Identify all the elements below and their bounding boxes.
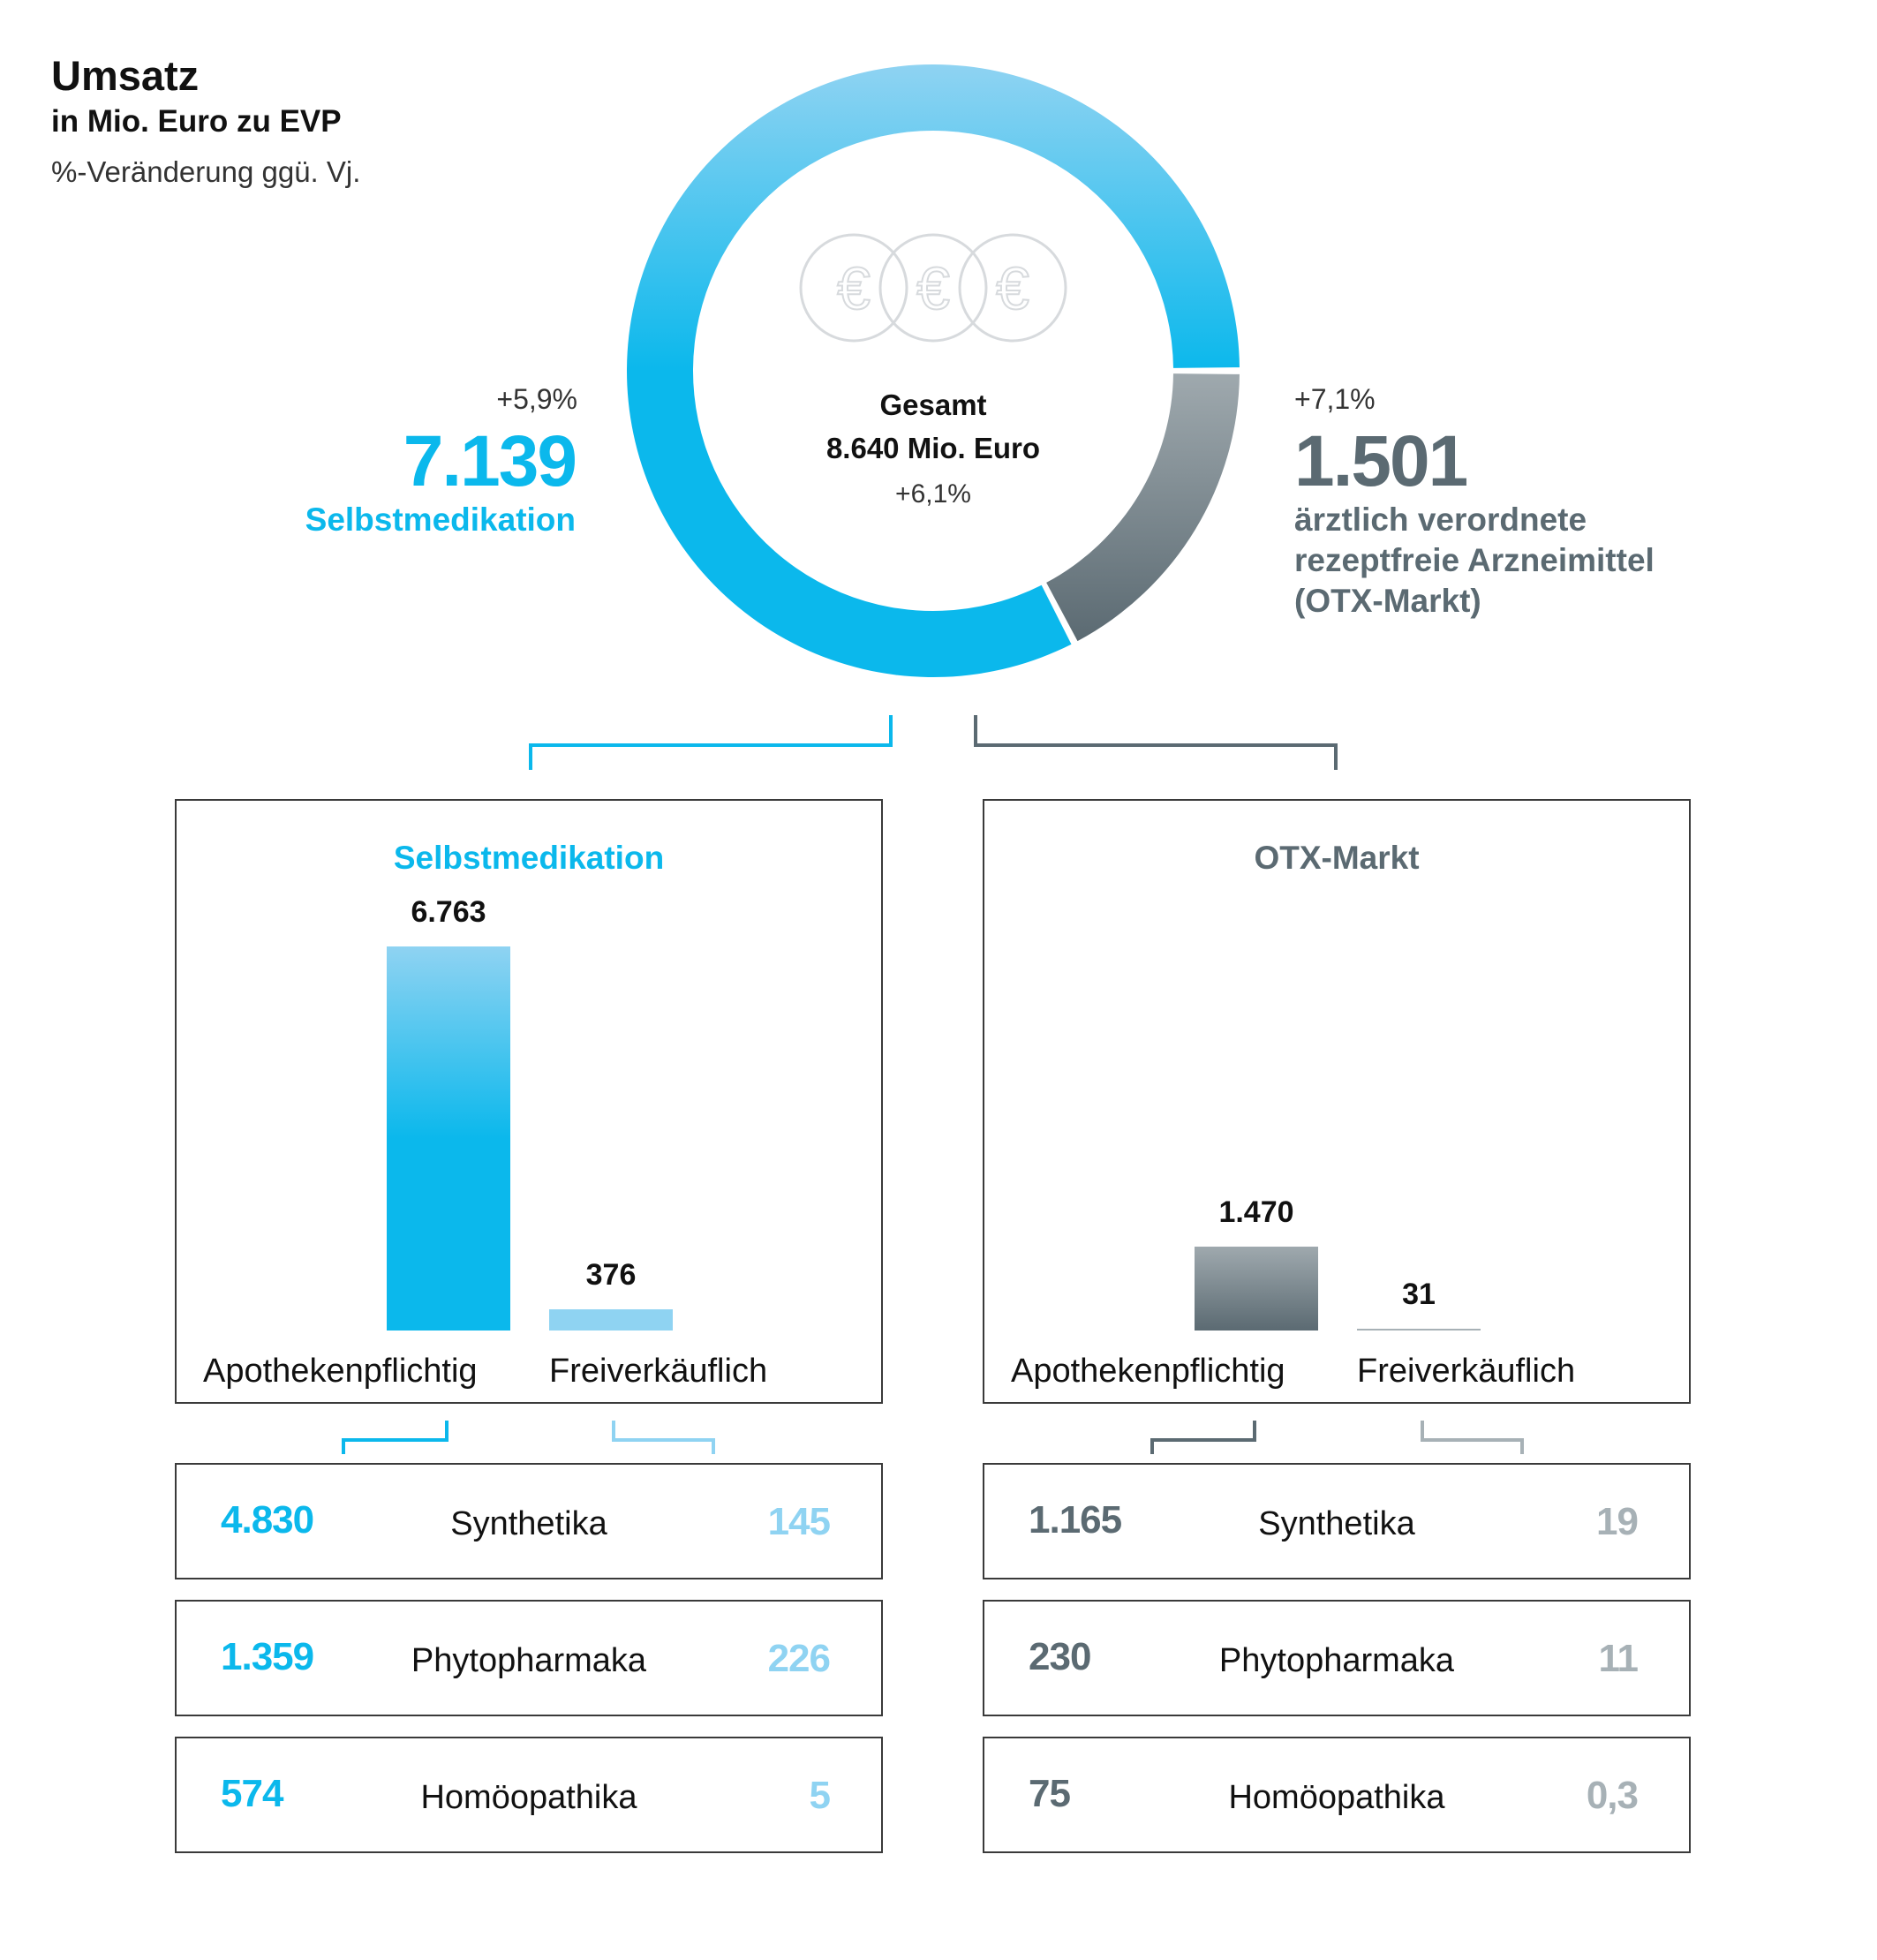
- bar-apothekenpflichtig: [387, 946, 510, 1331]
- row-value-apothekenpflichtig: 75: [1029, 1772, 1071, 1815]
- right-frei-bracket: [1421, 1421, 1524, 1454]
- otx-label-line1: ärztlich verordnete: [1294, 501, 1587, 538]
- bar-label-apothekenpflichtig: Apothekenpflichtig: [203, 1353, 478, 1390]
- otx-label-line3: (OTX-Markt): [1294, 583, 1481, 619]
- row-category: Homöopathika: [420, 1779, 637, 1816]
- donut-slice-otx: [1046, 373, 1240, 642]
- row-value-freiverkaeuflich: 5: [809, 1774, 832, 1817]
- bar-label-freiverkaeuflich: Freiverkäuflich: [549, 1353, 768, 1390]
- row-value-apothekenpflichtig: 1.165: [1029, 1498, 1122, 1542]
- selbstmedikation-pct: +5,9%: [496, 383, 577, 415]
- row-category: Phytopharmaka: [411, 1642, 647, 1679]
- otx-box: OTX-Markt 1.470 31 Apothekenpflichtig Fr…: [983, 799, 1691, 1404]
- row-value-apothekenpflichtig: 230: [1029, 1635, 1091, 1678]
- bar-freiverkaeuflich: [549, 1308, 673, 1331]
- bar-value-freiverkaeuflich: 376: [585, 1257, 637, 1292]
- bar-freiverkaeuflich: [1357, 1329, 1481, 1331]
- otx-label-line2: rezeptfreie Arzneimittel: [1294, 542, 1655, 578]
- right-apotheken-bracket: [1150, 1421, 1256, 1454]
- row-value-freiverkaeuflich: 19: [1596, 1500, 1639, 1543]
- svg-text:€: €: [996, 255, 1029, 322]
- row-category: Phytopharmaka: [1218, 1642, 1455, 1679]
- table-row: 4.830 Synthetika 145: [175, 1463, 883, 1579]
- otx-bracket: [974, 715, 1338, 770]
- selbstmedikation-bracket: [529, 715, 893, 770]
- row-value-freiverkaeuflich: 0,3: [1586, 1774, 1639, 1817]
- bar-value-apothekenpflichtig: 1.470: [1218, 1195, 1294, 1230]
- selbstmedikation-box: Selbstmedikation 6.763 376 Apothekenpfli…: [175, 799, 883, 1404]
- selbstmedikation-box-title: Selbstmedikation: [393, 840, 665, 876]
- table-row: 75 Homöopathika 0,3: [983, 1737, 1691, 1853]
- bar-value-freiverkaeuflich: 31: [1402, 1278, 1436, 1311]
- bar-value-apothekenpflichtig: 6.763: [411, 895, 486, 929]
- table-row: 230 Phytopharmaka 11: [983, 1600, 1691, 1716]
- otx-value: 1.501: [1294, 421, 1468, 501]
- left-apotheken-bracket: [342, 1421, 449, 1454]
- svg-text:€: €: [837, 255, 871, 322]
- row-value-freiverkaeuflich: 226: [767, 1637, 831, 1680]
- donut-center-title: Gesamt: [879, 388, 987, 421]
- bar-label-apothekenpflichtig: Apothekenpflichtig: [1011, 1353, 1285, 1390]
- euro-coins-icon: € € €: [799, 233, 1067, 343]
- row-value-apothekenpflichtig: 574: [221, 1772, 283, 1815]
- selbstmedikation-label: Selbstmedikation: [305, 501, 576, 538]
- row-value-freiverkaeuflich: 11: [1598, 1637, 1639, 1680]
- table-row: 1.165 Synthetika 19: [983, 1463, 1691, 1579]
- bar-apothekenpflichtig: [1195, 1247, 1318, 1331]
- left-frei-bracket: [612, 1421, 715, 1454]
- row-value-apothekenpflichtig: 4.830: [221, 1498, 314, 1542]
- donut-center-value: 8.640 Mio. Euro: [825, 432, 1041, 464]
- row-category: Synthetika: [1258, 1505, 1415, 1542]
- donut-chart: € € €: [626, 64, 1240, 678]
- otx-pct: +7,1%: [1294, 383, 1376, 415]
- bar-label-freiverkaeuflich: Freiverkäuflich: [1357, 1353, 1576, 1390]
- connector-brackets: [529, 715, 1338, 770]
- donut-center-pct: +6,1%: [895, 479, 971, 509]
- selbstmedikation-value: 7.139: [403, 421, 577, 501]
- row-category: Homöopathika: [1228, 1779, 1445, 1816]
- chart-subtitle: in Mio. Euro zu EVP: [51, 104, 342, 139]
- svg-text:€: €: [916, 255, 950, 322]
- otx-box-title: OTX-Markt: [1254, 840, 1420, 876]
- row-brackets: [342, 1421, 1524, 1454]
- table-row: 574 Homöopathika 5: [175, 1737, 883, 1853]
- row-value-apothekenpflichtig: 1.359: [221, 1635, 314, 1678]
- row-category: Synthetika: [450, 1505, 607, 1542]
- row-value-freiverkaeuflich: 145: [767, 1500, 831, 1543]
- chart-title: Umsatz: [51, 52, 200, 99]
- table-row: 1.359 Phytopharmaka 226: [175, 1600, 883, 1716]
- chart-note: %-Veränderung ggü. Vj.: [51, 155, 361, 188]
